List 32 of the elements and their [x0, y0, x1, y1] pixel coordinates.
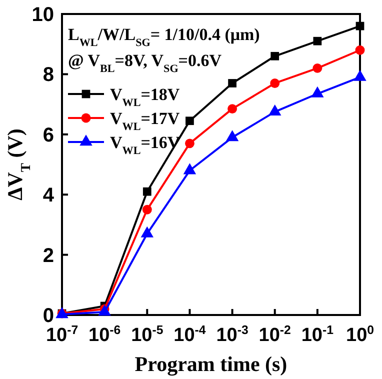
x-tick-label: 10$^{0}$ [346, 323, 374, 346]
x-tick-label: 10$^{-2}$ [258, 323, 292, 346]
x-axis-title: Program time (s) [134, 352, 288, 376]
point [186, 116, 194, 126]
y-tick-label: 6 [42, 124, 54, 146]
point [356, 22, 364, 30]
point [140, 226, 154, 238]
x-tick-label: 10$^{-3}$ [216, 323, 248, 346]
point [270, 78, 280, 88]
point [312, 63, 322, 73]
x-tick-label: 10$^{-6}$ [88, 323, 121, 346]
y-tick-label: 2 [42, 244, 54, 267]
legend-label: V$_{WL}$=17V [110, 109, 180, 133]
annotation: L$_{WL}$/W/L$_{SG}$= 1/10/0.4 (μm) [68, 25, 260, 49]
legend-label: V$_{WL}$=18V [110, 85, 180, 109]
x-tick-label: 10$^{-1}$ [301, 323, 334, 346]
annotation: @ V$_{BL}$=8V, V$_{SG}$=0.6V [68, 51, 222, 75]
point [183, 163, 196, 174]
point [228, 104, 238, 114]
point [226, 130, 239, 142]
point [313, 36, 322, 46]
x-tick-label: 10$^{-4}$ [174, 323, 206, 346]
point [228, 79, 236, 88]
y-tick-label: 4 [42, 184, 55, 207]
y-tick-label: 8 [42, 64, 54, 86]
x-tick-label: 10$^{-5}$ [131, 323, 164, 346]
point [184, 138, 194, 148]
point [142, 187, 152, 196]
y-tick-label: 10 [32, 4, 54, 26]
point [355, 45, 365, 55]
point [142, 204, 152, 214]
point [270, 52, 280, 60]
